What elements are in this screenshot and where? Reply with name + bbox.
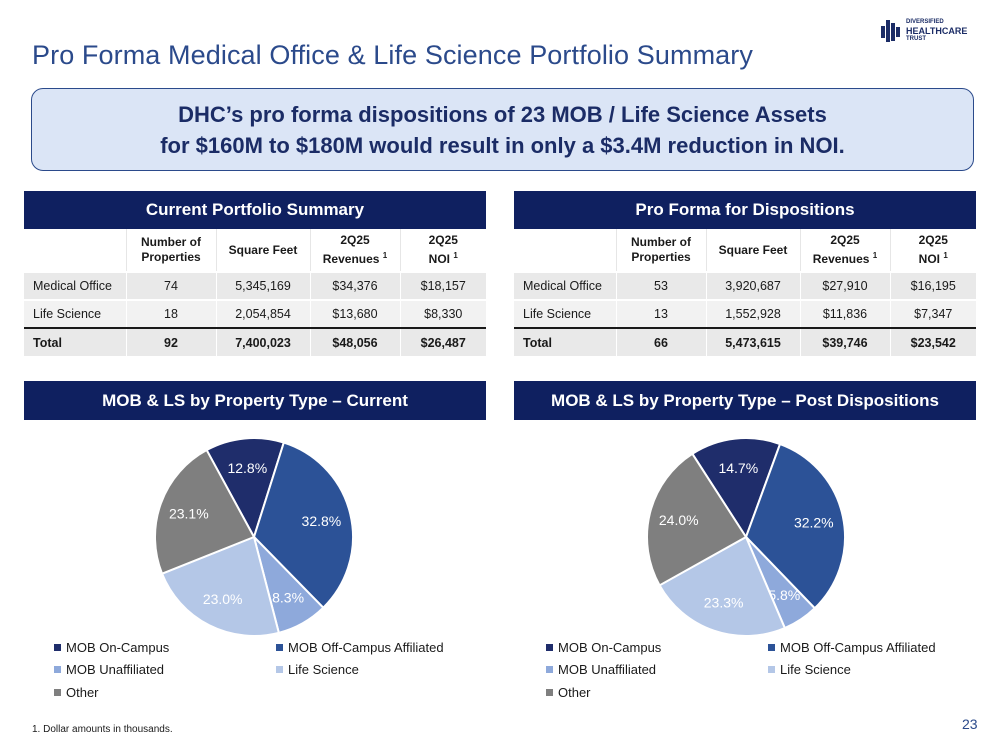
col-noi: 2Q25 NOI 1 xyxy=(889,229,976,272)
pie-slice-mob-off-campus-affiliated xyxy=(252,441,354,610)
proforma-table: Pro Forma for Dispositions Number of Prop… xyxy=(514,191,976,356)
legend-label: Other xyxy=(558,685,591,700)
legend-swatch xyxy=(54,644,61,651)
page-title: Pro Forma Medical Office & Life Science … xyxy=(32,40,753,70)
legend-swatch xyxy=(768,666,775,673)
legend-item-life-science: Life Science xyxy=(768,662,851,677)
legend-item-mob-on-campus: MOB On-Campus xyxy=(546,640,661,655)
legend-label: MOB Unaffiliated xyxy=(66,662,165,677)
proforma-table-title: Pro Forma for Dispositions xyxy=(514,191,976,229)
pie-slice-mob-on-campus xyxy=(205,437,286,540)
pie-data-label: 5.8% xyxy=(768,587,800,603)
pie-slice-mob-on-campus xyxy=(690,437,782,540)
col-properties: Number of Properties xyxy=(125,229,216,272)
pie-data-label: 14.7% xyxy=(718,460,758,476)
pie-slice-other xyxy=(154,448,256,575)
legend-item-mob-off-campus-affiliated: MOB Off-Campus Affiliated xyxy=(768,640,936,655)
pie-slice-life-science xyxy=(160,535,281,637)
legend-swatch xyxy=(768,644,775,651)
legend-swatch xyxy=(54,666,61,673)
logo-text: DIVERSIFIED HEALTHCARE TRUST xyxy=(906,19,967,43)
pie-data-label: 12.8% xyxy=(227,460,267,476)
legend-swatch xyxy=(546,689,553,696)
callout-line-1: DHC’s pro forma dispositions of 23 MOB /… xyxy=(178,102,827,127)
callout-box: DHC’s pro forma dispositions of 23 MOB /… xyxy=(31,88,974,171)
pie-data-label: 23.1% xyxy=(169,505,209,521)
pie-data-label: 8.3% xyxy=(272,589,304,605)
legend-item-life-science: Life Science xyxy=(276,662,359,677)
legend-label: MOB On-Campus xyxy=(558,640,662,655)
col-revenues: 2Q25 Revenues 1 xyxy=(309,229,400,272)
table-total-row: Total 92 7,400,023 $48,056 $26,487 xyxy=(24,327,486,356)
footnote: 1. Dollar amounts in thousands. xyxy=(32,724,173,735)
pie-slice-mob-off-campus-affiliated xyxy=(744,442,846,610)
legend-item-mob-unaffiliated: MOB Unaffiliated xyxy=(546,662,656,677)
col-revenues: 2Q25 Revenues 1 xyxy=(799,229,890,272)
legend-label: Other xyxy=(66,685,99,700)
legend-label: Life Science xyxy=(780,662,851,677)
current-portfolio-table: Current Portfolio Summary Number of Prope… xyxy=(24,191,486,356)
table-row: Medical Office 53 3,920,687 $27,910 $16,195 xyxy=(514,271,976,300)
col-square-feet: Square Feet xyxy=(215,229,310,272)
legend-item-mob-on-campus: MOB On-Campus xyxy=(54,640,169,655)
col-properties: Number of Properties xyxy=(615,229,706,272)
legend-label: Life Science xyxy=(288,662,359,677)
table-total-row: Total 66 5,473,615 $39,746 $23,542 xyxy=(514,327,976,356)
pie-data-label: 32.2% xyxy=(794,515,834,531)
current-pie-chart: 12.8% 32.8% 8.3% 23.0% 23.1% xyxy=(154,437,354,637)
legend-swatch xyxy=(546,644,553,651)
pie-slice-life-science xyxy=(658,535,787,637)
table-row: Medical Office 74 5,345,169 $34,376 $18,157 xyxy=(24,271,486,300)
table-row: Life Science 13 1,552,928 $11,836 $7,347 xyxy=(514,299,976,328)
page-number: 23 xyxy=(962,716,978,732)
legend-label: MOB Off-Campus Affiliated xyxy=(780,640,936,655)
post-pie-chart: 14.7% 32.2% 5.8% 23.3% 24.0% xyxy=(646,437,846,637)
col-square-feet: Square Feet xyxy=(705,229,800,272)
legend-label: MOB Off-Campus Affiliated xyxy=(288,640,444,655)
legend-item-other: Other xyxy=(546,685,591,700)
col-noi: 2Q25 NOI 1 xyxy=(399,229,486,272)
legend-item-mob-unaffiliated: MOB Unaffiliated xyxy=(54,662,164,677)
logo-mark-icon xyxy=(881,20,901,42)
legend-swatch xyxy=(276,644,283,651)
pie-data-label: 23.0% xyxy=(203,591,243,607)
logo-line-3: TRUST xyxy=(906,36,926,42)
legend-item-mob-off-campus-affiliated: MOB Off-Campus Affiliated xyxy=(276,640,444,655)
pie-data-label: 32.8% xyxy=(302,513,342,529)
legend-label: MOB On-Campus xyxy=(66,640,170,655)
pie-data-label: 23.3% xyxy=(704,595,744,611)
legend-swatch xyxy=(546,666,553,673)
legend-swatch xyxy=(276,666,283,673)
post-pie-title: MOB & LS by Property Type – Post Disposi… xyxy=(514,381,976,420)
table-row: Life Science 18 2,054,854 $13,680 $8,330 xyxy=(24,299,486,328)
callout-line-2: for $160M to $180M would result in only … xyxy=(160,133,845,158)
legend-label: MOB Unaffiliated xyxy=(558,662,657,677)
legend-swatch xyxy=(54,689,61,696)
current-pie-title: MOB & LS by Property Type – Current xyxy=(24,381,486,420)
table-header-row: Number of Properties Square Feet 2Q25 Reve… xyxy=(514,229,976,272)
pie-slice-other xyxy=(646,452,748,587)
pie-data-label: 24.0% xyxy=(659,512,699,528)
table-header-row: Number of Properties Square Feet 2Q25 Reve… xyxy=(24,229,486,272)
company-logo: DIVERSIFIED HEALTHCARE TRUST xyxy=(881,18,981,48)
current-table-title: Current Portfolio Summary xyxy=(24,191,486,229)
logo-line-1: DIVERSIFIED xyxy=(906,19,944,25)
logo-line-2: HEALTHCARE xyxy=(906,26,968,36)
legend-item-other: Other xyxy=(54,685,99,700)
